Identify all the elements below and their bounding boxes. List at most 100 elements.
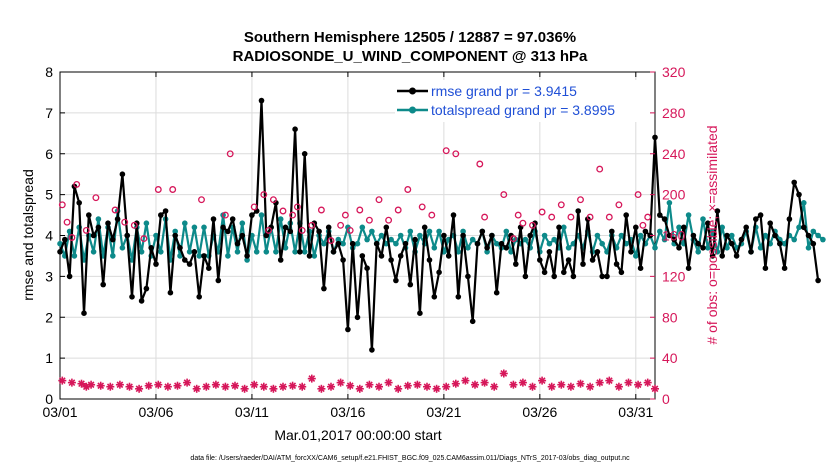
axis-ticks: 03/01 03/06 03/11 03/16 03/21 03/26 03/31 0 1 2 3 4… (42, 64, 685, 420)
rmse-point (661, 216, 668, 222)
obs-possible-marker (327, 237, 335, 245)
obs-assimilated-marker (317, 384, 326, 393)
totalspread-point (153, 232, 159, 239)
obs-assimilated-marker (643, 378, 652, 387)
rmse-point (66, 273, 73, 280)
obs-possible-marker (514, 211, 522, 219)
obs-assimilated-marker (461, 376, 470, 385)
totalspread-point (426, 228, 433, 235)
totalspread-point (119, 245, 126, 251)
rmse-point (393, 277, 399, 284)
totalspread-point (546, 240, 553, 247)
totalspread-point (277, 216, 284, 222)
obs-possible-marker (557, 201, 565, 209)
totalspread-point (239, 220, 246, 226)
rmse-point (469, 318, 476, 325)
obs-possible-marker (250, 203, 258, 211)
obs-assimilated-marker (307, 374, 316, 383)
rmse-point (277, 257, 284, 263)
rmse-point (801, 224, 807, 231)
rmse-point (705, 220, 711, 226)
obs-possible-marker (418, 203, 426, 211)
rmse-point (580, 261, 586, 267)
rmse-point (206, 265, 212, 272)
rmse-point (671, 236, 677, 243)
obs-assimilated-marker (624, 378, 633, 387)
totalspread-point (177, 253, 183, 259)
obs-assimilated-marker (87, 380, 96, 389)
x-tick-label: 03/21 (426, 404, 461, 420)
rmse-point (450, 212, 457, 218)
obs-assimilated-marker (595, 378, 604, 387)
totalspread-point (110, 253, 116, 259)
obs-assimilated-marker (403, 381, 412, 390)
obs-layer (58, 147, 659, 393)
obs-possible-marker (365, 216, 373, 224)
totalspread-point (820, 236, 826, 243)
rmse-point (369, 347, 375, 353)
rmse-point (637, 265, 644, 272)
rmse-point (445, 253, 452, 259)
rmse-point (498, 240, 505, 247)
obs-assimilated-marker (538, 376, 547, 385)
rmse-point (479, 228, 486, 235)
y2-tick-label: 80 (662, 309, 678, 325)
totalspread-point (455, 249, 462, 255)
totalspread-point (599, 240, 605, 247)
rmse-point (743, 224, 749, 231)
rmse-point (90, 232, 97, 239)
obs-assimilated-marker (614, 382, 623, 391)
obs-possible-marker (337, 221, 345, 229)
obs-possible-marker (529, 221, 536, 229)
rmse-point (719, 253, 725, 259)
rmse-point (143, 285, 150, 292)
rmse-point (421, 224, 428, 231)
rmse-point (215, 277, 222, 284)
rmse-point (114, 216, 121, 222)
rmse-point (781, 265, 788, 272)
rmse-point (263, 232, 270, 239)
obs-assimilated-marker (576, 379, 585, 388)
rmse-point (541, 269, 548, 276)
rmse-point (172, 232, 178, 239)
obs-assimilated-marker (605, 376, 614, 385)
x-tick-label: 03/26 (522, 404, 557, 420)
rmse-point (733, 253, 740, 259)
obs-possible-marker (265, 226, 273, 234)
rmse-point (527, 232, 533, 239)
rmse-point (100, 281, 106, 288)
obs-possible-marker (111, 206, 119, 214)
obs-assimilated-marker (106, 382, 115, 391)
rmse-point (633, 224, 639, 231)
rmse-point (191, 249, 198, 255)
x-axis-label: Mar.01,2017 00:00:00 start (274, 427, 441, 443)
obs-possible-marker (500, 191, 508, 199)
y2-axis-label: # of obs: o=possible; ×=assimilated (704, 125, 720, 344)
totalspread-point (724, 245, 730, 251)
rmse-point (556, 224, 562, 231)
totalspread-point (436, 228, 442, 235)
totalspread-point (810, 228, 817, 235)
rmse-point (340, 257, 346, 263)
obs-assimilated-marker (432, 384, 441, 393)
obs-possible-marker (63, 218, 71, 226)
rmse-point (378, 253, 385, 259)
legend-rmse-marker (409, 87, 416, 95)
rmse-point (220, 224, 226, 231)
y-tick-label: 3 (45, 268, 53, 284)
totalspread-point (369, 228, 375, 235)
y-tick-label: 7 (45, 105, 53, 121)
obs-possible-marker (269, 196, 277, 204)
obs-assimilated-marker (384, 378, 393, 387)
totalspread-point (340, 240, 346, 247)
obs-possible-marker (298, 226, 306, 234)
obs-possible-marker (375, 196, 383, 204)
y-tick-label: 0 (45, 391, 53, 407)
obs-possible-marker (385, 216, 393, 224)
obs-possible-marker (73, 180, 81, 188)
rmse-point (325, 224, 332, 231)
rmse-point (503, 245, 510, 251)
rmse-point (153, 261, 159, 267)
obs-possible-marker (548, 213, 556, 221)
obs-possible-marker (644, 213, 652, 221)
